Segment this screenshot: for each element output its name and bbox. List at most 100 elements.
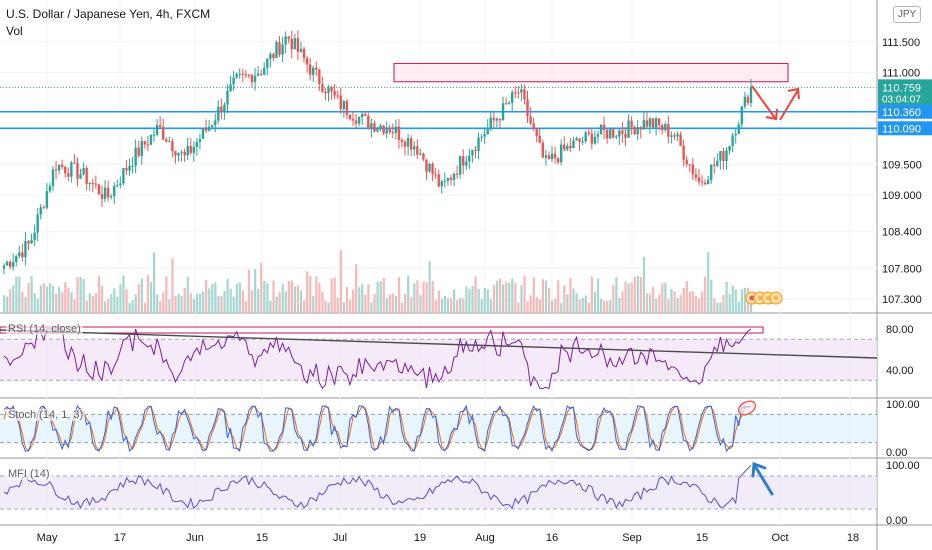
mfi-tick-label: 100.00 [886, 460, 920, 472]
volume-bar [434, 299, 437, 313]
candle-body [33, 232, 36, 240]
candle-body [250, 74, 254, 83]
volume-bar [162, 292, 165, 313]
volume-bar [655, 298, 658, 313]
volume-bar [676, 297, 679, 313]
volume-bar [238, 282, 241, 313]
candle-body [155, 124, 159, 135]
volume-bar [336, 297, 339, 313]
candle-body [553, 153, 557, 159]
candle-body [269, 54, 272, 59]
candle-body [661, 125, 664, 131]
candle-body [630, 120, 633, 128]
candle-body [339, 95, 342, 110]
volume-bar [180, 295, 183, 313]
candle-body [272, 54, 275, 59]
volume-bar [290, 280, 293, 313]
volume-bar [149, 281, 153, 313]
mfi-label: MFI (14) [6, 468, 52, 480]
volume-bar [76, 277, 79, 313]
candle-body [667, 124, 670, 137]
candle-body [673, 135, 676, 137]
candle-body [235, 74, 238, 78]
candle-body [670, 135, 673, 137]
volume-bar [85, 300, 88, 313]
candle-body [679, 134, 682, 146]
volume-bar [254, 269, 257, 313]
candle-body [572, 140, 575, 149]
candle-body [716, 160, 719, 166]
candle-body [201, 128, 205, 139]
candle-body [174, 151, 177, 156]
candle-body [122, 168, 125, 184]
volume-bar [342, 302, 346, 313]
volume-bar [453, 289, 456, 313]
volume-bar [719, 302, 722, 313]
rsi-tick-label: 80.00 [886, 324, 914, 336]
volume-bar [428, 261, 431, 313]
candle-body [373, 123, 376, 132]
candle-body [244, 74, 248, 76]
candle-body [149, 134, 153, 145]
volume-label: Vol [6, 24, 23, 38]
candle-body [688, 164, 691, 166]
volume-bar [198, 293, 202, 313]
volume-bar [517, 302, 520, 313]
volume-bar [352, 289, 355, 313]
volume-bar [257, 289, 260, 313]
candle-body [116, 185, 119, 187]
candle-body [477, 137, 480, 151]
volume-bar [437, 290, 440, 313]
volume-bar [627, 283, 630, 313]
candle-body [296, 38, 300, 52]
candle-body [168, 141, 171, 143]
candle-body [27, 241, 30, 244]
candle-body [357, 116, 361, 124]
volume-bar [529, 295, 532, 313]
volume-bar [128, 302, 131, 313]
candle-body [612, 129, 615, 138]
candle-body [60, 164, 64, 167]
price-tick-label: 109.500 [882, 159, 922, 171]
candle-body [458, 156, 462, 175]
volume-bar [443, 295, 447, 313]
volume-bar [701, 291, 704, 313]
volume-bar [636, 275, 639, 313]
candle-body [195, 141, 199, 147]
volume-bar [407, 275, 410, 313]
candle-body [492, 117, 496, 121]
volume-bar [211, 284, 214, 313]
volume-bar [587, 302, 590, 313]
volume-bar [560, 302, 563, 313]
candle-body [214, 120, 217, 126]
volume-bar [535, 297, 538, 313]
volume-bar [468, 288, 471, 313]
candle-body [682, 145, 685, 160]
mfi-arrow [751, 461, 774, 496]
candle-body [18, 252, 21, 257]
price-tick-label: 109.000 [882, 190, 922, 202]
volume-bar [91, 296, 94, 313]
currency-badge[interactable]: JPY [893, 6, 921, 23]
volume-bar [177, 293, 180, 313]
rsi-trendline [0, 329, 878, 359]
candle-body [388, 129, 391, 133]
time-axis-label: Oct [771, 532, 788, 544]
candle-body [67, 173, 70, 177]
volume-bar [168, 298, 171, 313]
volume-bar [603, 300, 606, 313]
candle-body [452, 173, 456, 180]
volume-bar [275, 296, 278, 313]
volume-bar [327, 302, 330, 313]
candle-body [24, 241, 27, 258]
volume-bar [422, 281, 425, 313]
volume-bar [232, 296, 235, 313]
candle-body [648, 118, 652, 127]
candle-body [489, 117, 492, 128]
volume-bar [9, 289, 12, 313]
volume-bar [480, 298, 483, 313]
candle-body [514, 92, 517, 94]
volume-bar [419, 294, 422, 313]
candle-body [437, 174, 440, 187]
candle-body [434, 174, 437, 176]
